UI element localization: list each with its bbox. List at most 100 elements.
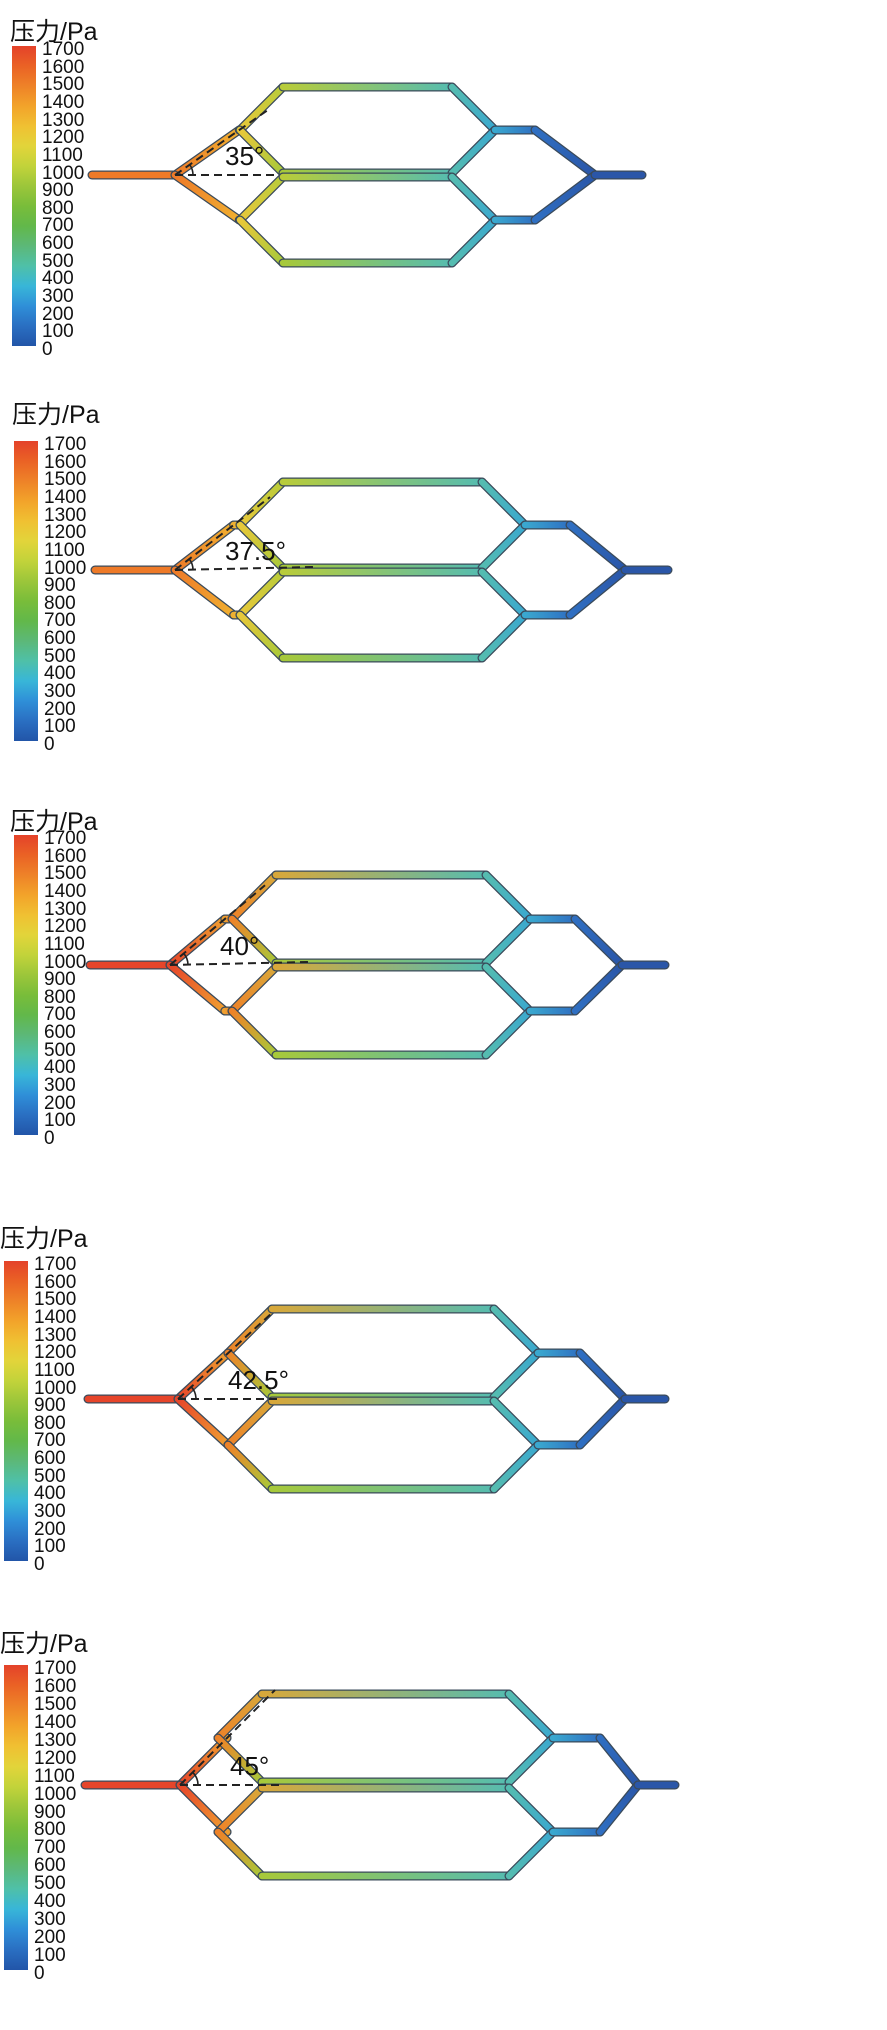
colorbar-tick-label: 900 (42, 180, 74, 202)
colorbar-tick-label: 300 (34, 1909, 66, 1931)
merge-diag (571, 915, 626, 969)
colorbar-tick-label: 1100 (34, 1765, 75, 1787)
loop-diag-lr (505, 1734, 557, 1786)
colorbar-tick-label: 900 (44, 969, 76, 991)
colorbar-tick-label: 700 (44, 1004, 76, 1026)
colorbar-title: 压力/Pa (10, 18, 98, 46)
colorbar-tick-label: 1600 (34, 1675, 77, 1697)
merge-diag (531, 171, 599, 224)
colorbar-tick-label: 1100 (42, 144, 83, 166)
colorbar-title: 压力/Pa (0, 1630, 88, 1658)
loop-diag-lr (478, 611, 529, 662)
colorbar-tick-label: 700 (34, 1430, 66, 1452)
angle-guide-horizontal (174, 566, 314, 571)
loop-diag-ll (214, 1828, 266, 1880)
colorbar-tick-label: 0 (34, 1554, 45, 1575)
simulation-panel: 压力/Pa 1700 1600 1500 1400 1300 1200 1100 1000 900… (0, 395, 887, 785)
angle-label: 35° (225, 141, 265, 171)
colorbar-tick-label: 1300 (44, 898, 87, 920)
merge-diag (531, 126, 599, 179)
branch-lower (171, 171, 243, 224)
angle-guide-diagonal (174, 496, 271, 571)
colorbar-tick-label: 1700 (42, 39, 85, 60)
loop-diag-ul (228, 871, 280, 923)
colorbar-tick-label: 1600 (44, 845, 87, 867)
branch-lower (166, 961, 229, 1015)
merge-diag (576, 1349, 629, 1403)
loop-diag-lr (490, 1349, 542, 1401)
colorbar-tick-label: 400 (34, 1483, 66, 1505)
colorbar-tick-label: 600 (44, 628, 76, 650)
colorbar-tick-label: 1000 (42, 162, 85, 184)
colorbar-tick-label: 400 (44, 1057, 76, 1079)
colorbar-tick-label: 0 (34, 1963, 45, 1984)
colorbar-tick-label: 400 (44, 663, 76, 685)
colorbar-tick-label: 500 (34, 1873, 66, 1895)
colorbar-title: 压力/Pa (12, 401, 100, 429)
colorbar-tick-label: 1000 (44, 951, 87, 973)
angle-arc (183, 952, 189, 966)
colorbar-tick-label: 500 (42, 250, 74, 272)
branch-upper (166, 915, 229, 969)
angle-arc (188, 558, 194, 571)
colorbar-tick-label: 1700 (44, 434, 87, 455)
colorbar-tick-label: 100 (34, 1945, 66, 1967)
loop-diag-ll (214, 1734, 266, 1786)
angle-arc (192, 1771, 199, 1786)
colorbar-tick-label: 700 (44, 610, 76, 632)
colorbar-tick-label: 1200 (34, 1342, 77, 1364)
loop-diag-ur (482, 963, 534, 1015)
colorbar-tick-label: 200 (44, 1092, 76, 1114)
colorbar-tick-label: 1500 (44, 469, 87, 491)
simulation-panel: 压力/Pa 1700 1600 1500 1400 1300 1200 1100 1000 900… (0, 1610, 887, 2000)
colorbar-tick-label: 100 (34, 1536, 66, 1558)
simulation-panel: 压力/Pa 1700 1600 1500 1400 1300 1200 1100 1000 900… (0, 1225, 887, 1615)
loop-diag-ur (490, 1305, 542, 1357)
colorbar-tick-label: 200 (42, 303, 74, 325)
colorbar-tick-label: 0 (42, 339, 53, 360)
colorbar-tick-label: 800 (42, 197, 74, 219)
loop-diag-ur (505, 1690, 557, 1742)
angle-arc (190, 1386, 197, 1400)
angle-guide-diagonal (179, 1689, 276, 1786)
colorbar-tick-label: 1600 (42, 56, 85, 78)
colorbar-tick-label: 1600 (44, 451, 87, 473)
colorbar-tick-label: 1300 (34, 1729, 77, 1751)
colorbar-tick-label: 1300 (34, 1324, 77, 1346)
colorbar-tick-label: 400 (34, 1891, 66, 1913)
colorbar-tick-label: 1400 (34, 1306, 77, 1328)
branch-lower (176, 1781, 231, 1836)
colorbar-tick-label: 200 (44, 698, 76, 720)
colorbar-tick-label: 100 (42, 321, 74, 343)
colorbar-tick-label: 1400 (44, 486, 87, 508)
loop-diag-ll (236, 611, 287, 662)
loop-diag-ur (448, 83, 499, 134)
colorbar-tick-label: 1000 (44, 557, 87, 579)
merge-diag (596, 1734, 642, 1789)
loop-diag-ll (236, 126, 287, 177)
loop-diag-ul (236, 568, 287, 619)
angle-label: 37.5° (225, 536, 287, 566)
colorbar-tick-label: 1700 (44, 828, 87, 849)
channel-network (85, 870, 670, 1060)
loop-diag-ll (236, 216, 287, 267)
colorbar-tick-label: 800 (44, 986, 76, 1008)
channel-network (83, 1304, 670, 1494)
colorbar-gradient (12, 46, 36, 346)
loop-diag-lr (448, 216, 499, 267)
merge-diag (566, 566, 629, 619)
colorbar-gradient (4, 1665, 28, 1970)
colorbar-tick-label: 300 (44, 681, 76, 703)
colorbar-tick-label: 1200 (44, 916, 87, 938)
colorbar-tick-label: 1500 (42, 74, 85, 96)
colorbar-tick-label: 1400 (34, 1711, 77, 1733)
colorbar-tick-label: 300 (44, 1075, 76, 1097)
loop-diag-ul (236, 173, 287, 224)
loop-diag-ur (490, 1397, 542, 1449)
colorbar-tick-label: 1100 (34, 1359, 75, 1381)
colorbar-title: 压力/Pa (10, 808, 98, 836)
colorbar-tick-label: 1000 (34, 1377, 77, 1399)
branch-upper (171, 521, 237, 574)
colorbar-tick-label: 0 (44, 1128, 55, 1149)
branch-lower (171, 566, 237, 619)
